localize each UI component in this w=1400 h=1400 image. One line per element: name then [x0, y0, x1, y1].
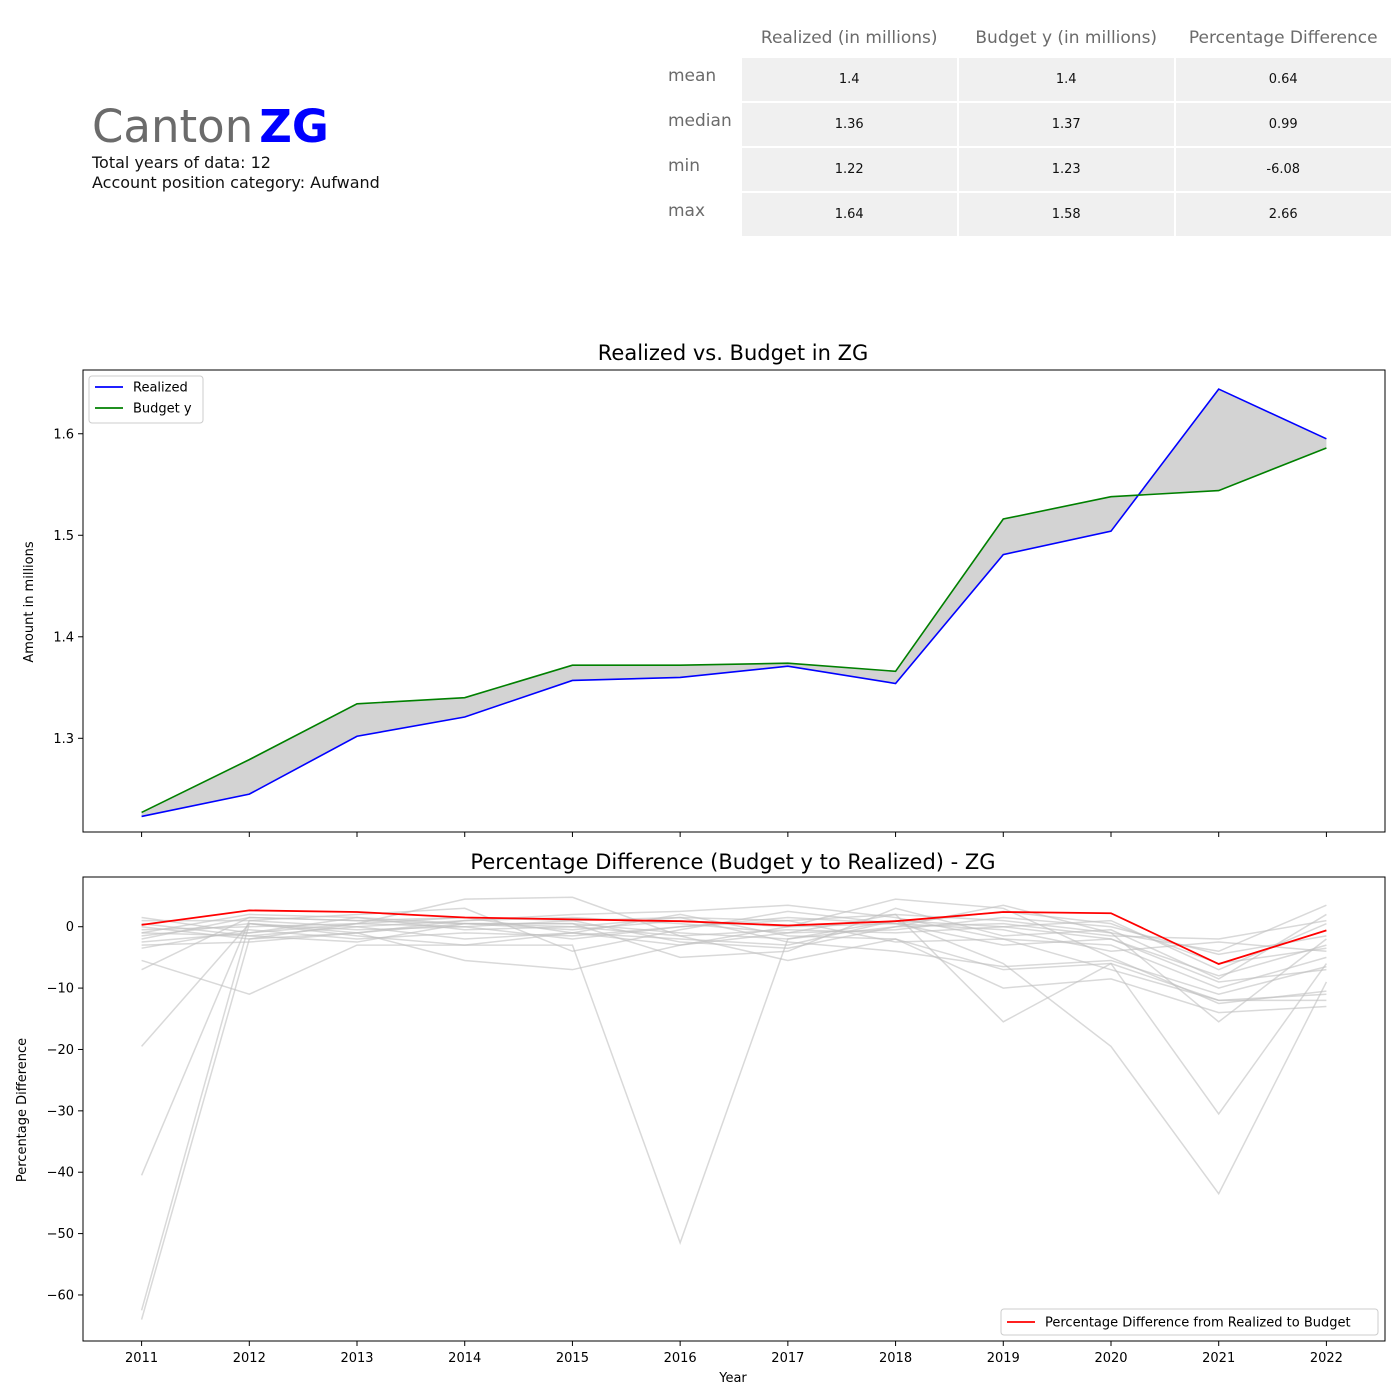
background-series-line	[141, 916, 1327, 971]
y-tick-label: 0	[66, 920, 74, 935]
y-tick-label: −20	[47, 1043, 74, 1058]
stats-row: max 1.64 1.58 2.66	[666, 193, 1391, 236]
canton-word: Canton	[92, 100, 254, 153]
fill-between-area	[141, 389, 1327, 817]
background-series-line	[141, 904, 1327, 1047]
y-tick-label: 1.5	[53, 529, 74, 544]
x-tick-label: 2017	[771, 1351, 804, 1366]
y-tick-label: −40	[47, 1166, 74, 1181]
x-tick-label: 2018	[879, 1351, 912, 1366]
y-tick-label: −30	[47, 1104, 74, 1119]
y-tick-label: −60	[47, 1288, 74, 1303]
stats-cell: 0.64	[1175, 58, 1391, 101]
stats-col-header: Realized (in millions)	[760, 28, 938, 48]
category-text: Account position category: Aufwand	[92, 173, 380, 192]
x-tick-label: 2014	[448, 1351, 481, 1366]
stats-header-row: Realized (in millions) Budget y (in mill…	[666, 20, 1391, 56]
background-series-line	[141, 907, 1327, 980]
y-axis-label: Amount in millions	[22, 541, 37, 663]
highlight-series-line	[141, 909, 1327, 965]
legend: Realized Budget y	[88, 375, 204, 424]
series-line-budget	[141, 447, 1327, 814]
stats-cell: 0.99	[1175, 103, 1391, 146]
stats-row-label: min	[668, 156, 701, 176]
x-tick-label: 2011	[125, 1351, 158, 1366]
legend: Percentage Difference from Realized to B…	[1000, 1308, 1379, 1336]
stats-cell: 2.66	[1175, 193, 1391, 236]
legend-label: Realized	[133, 381, 188, 396]
y-tick-label: 1.6	[53, 427, 74, 442]
x-tick-label: 2015	[556, 1351, 589, 1366]
canton-title: Canton ZG	[92, 100, 380, 153]
x-tick-label: 2020	[1094, 1351, 1127, 1366]
stats-corner	[666, 20, 740, 56]
legend-label: Budget y	[133, 402, 192, 417]
background-series-line	[141, 904, 1327, 1246]
total-years-text: Total years of data: 12	[92, 153, 271, 172]
stats-row-label: max	[668, 201, 706, 221]
background-series-line	[141, 907, 1327, 965]
chart-title: Realized vs. Budget in ZG	[598, 341, 868, 365]
stats-cell: 1.4	[958, 58, 1174, 101]
plot-frame	[82, 876, 1386, 1342]
legend-box	[1000, 1308, 1379, 1336]
plot-frame	[82, 369, 1386, 833]
stats-row: min 1.22 1.23 -6.08	[666, 148, 1391, 191]
legend-label: Percentage Difference from Realized to B…	[1045, 1316, 1351, 1331]
stats-cell: 1.22	[741, 148, 957, 191]
percentage-difference-chart: Percentage Difference (Budget y to Reali…	[15, 850, 1386, 1386]
y-tick-label: −50	[47, 1227, 74, 1242]
x-tick-label: 2013	[340, 1351, 373, 1366]
x-tick-label: 2021	[1202, 1351, 1235, 1366]
stats-row: median 1.36 1.37 0.99	[666, 103, 1391, 146]
stats-cell: 1.58	[958, 193, 1174, 236]
background-series-line	[141, 916, 1327, 949]
y-tick-label: 1.3	[53, 732, 74, 747]
realized-vs-budget-chart: Realized vs. Budget in ZG Amount in mill…	[22, 341, 1386, 837]
stats-table: Realized (in millions) Budget y (in mill…	[664, 18, 1393, 238]
x-tick-label: 2019	[987, 1351, 1020, 1366]
x-tick-label: 2016	[664, 1351, 697, 1366]
stats-row-label: median	[668, 111, 732, 131]
background-series-line	[140, 919, 1328, 1311]
stats-row-label: mean	[668, 66, 717, 86]
stats-col-header: Budget y (in millions)	[975, 28, 1158, 48]
stats-cell: 1.37	[958, 103, 1174, 146]
y-tick-label: 1.4	[53, 630, 74, 645]
stats-cell: 1.64	[741, 193, 957, 236]
stats-row: mean 1.4 1.4 0.64	[666, 58, 1391, 101]
stats-cell: -6.08	[1175, 148, 1391, 191]
stats-cell: 1.23	[958, 148, 1174, 191]
header: Canton ZG Total years of data: 12 Accoun…	[92, 100, 380, 193]
stats-cell: 1.36	[741, 103, 957, 146]
chart-title: Percentage Difference (Budget y to Reali…	[470, 850, 995, 874]
background-series-line	[140, 896, 1327, 1320]
background-series-line	[141, 916, 1327, 996]
stats-cell: 1.4	[741, 58, 957, 101]
x-tick-label: 2022	[1310, 1351, 1343, 1366]
x-tick-label: 2012	[233, 1351, 266, 1366]
y-axis-label: Percentage Difference	[15, 1038, 30, 1182]
stats-col-header: Percentage Difference	[1188, 28, 1378, 48]
canton-code: ZG	[259, 100, 329, 153]
background-series-line	[141, 916, 1327, 953]
x-axis-label: Year	[718, 1371, 747, 1386]
series-line-realized	[141, 388, 1327, 818]
y-tick-label: −10	[47, 982, 74, 997]
